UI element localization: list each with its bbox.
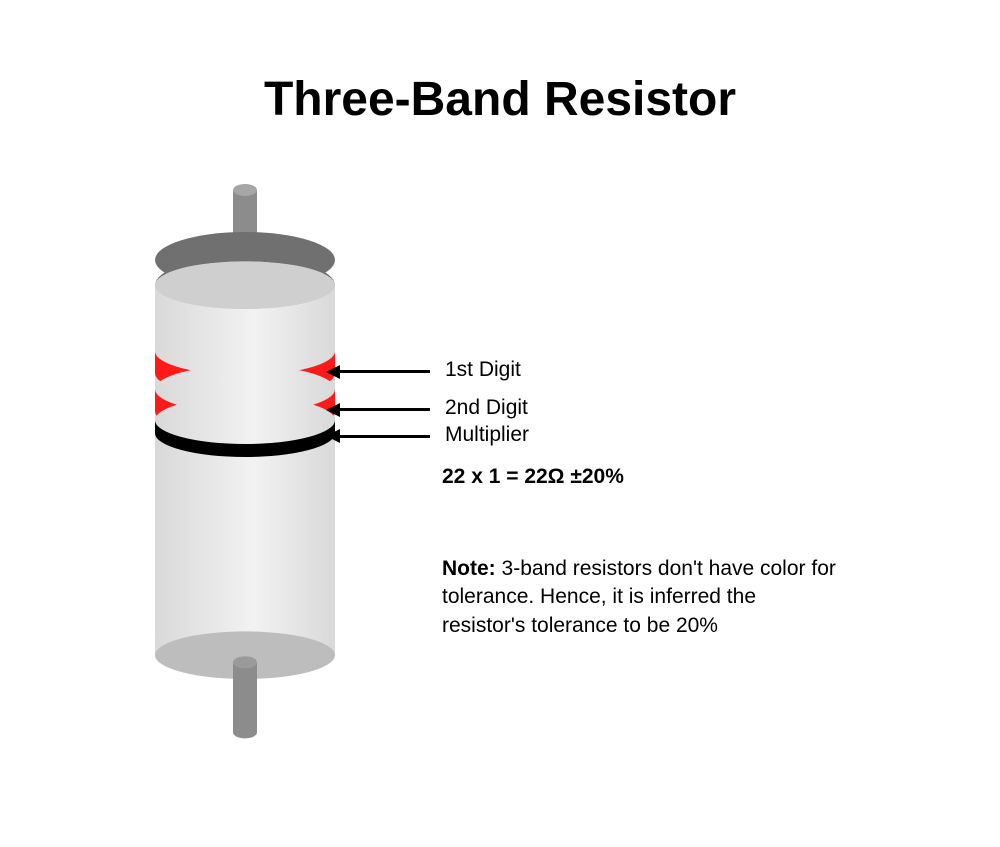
formula-text: 22 x 1 = 22Ω ±20% bbox=[442, 465, 624, 489]
resistor-diagram bbox=[135, 180, 355, 847]
page-title: Three-Band Resistor bbox=[0, 72, 1000, 127]
arrow-head-icon bbox=[326, 365, 340, 379]
resistor-svg bbox=[135, 180, 355, 842]
band-label: 2nd Digit bbox=[445, 396, 528, 420]
note-text: Note: 3-band resistors don't have color … bbox=[442, 555, 842, 640]
arrow-line bbox=[340, 370, 430, 373]
arrow-line bbox=[340, 408, 430, 411]
arrow-head-icon bbox=[326, 429, 340, 443]
arrow-head-icon bbox=[326, 403, 340, 417]
note-body: 3-band resistors don't have color for to… bbox=[442, 557, 836, 637]
arrow-line bbox=[340, 435, 430, 438]
note-label: Note: bbox=[442, 557, 496, 580]
band-label: Multiplier bbox=[445, 423, 529, 447]
band-label: 1st Digit bbox=[445, 358, 521, 382]
